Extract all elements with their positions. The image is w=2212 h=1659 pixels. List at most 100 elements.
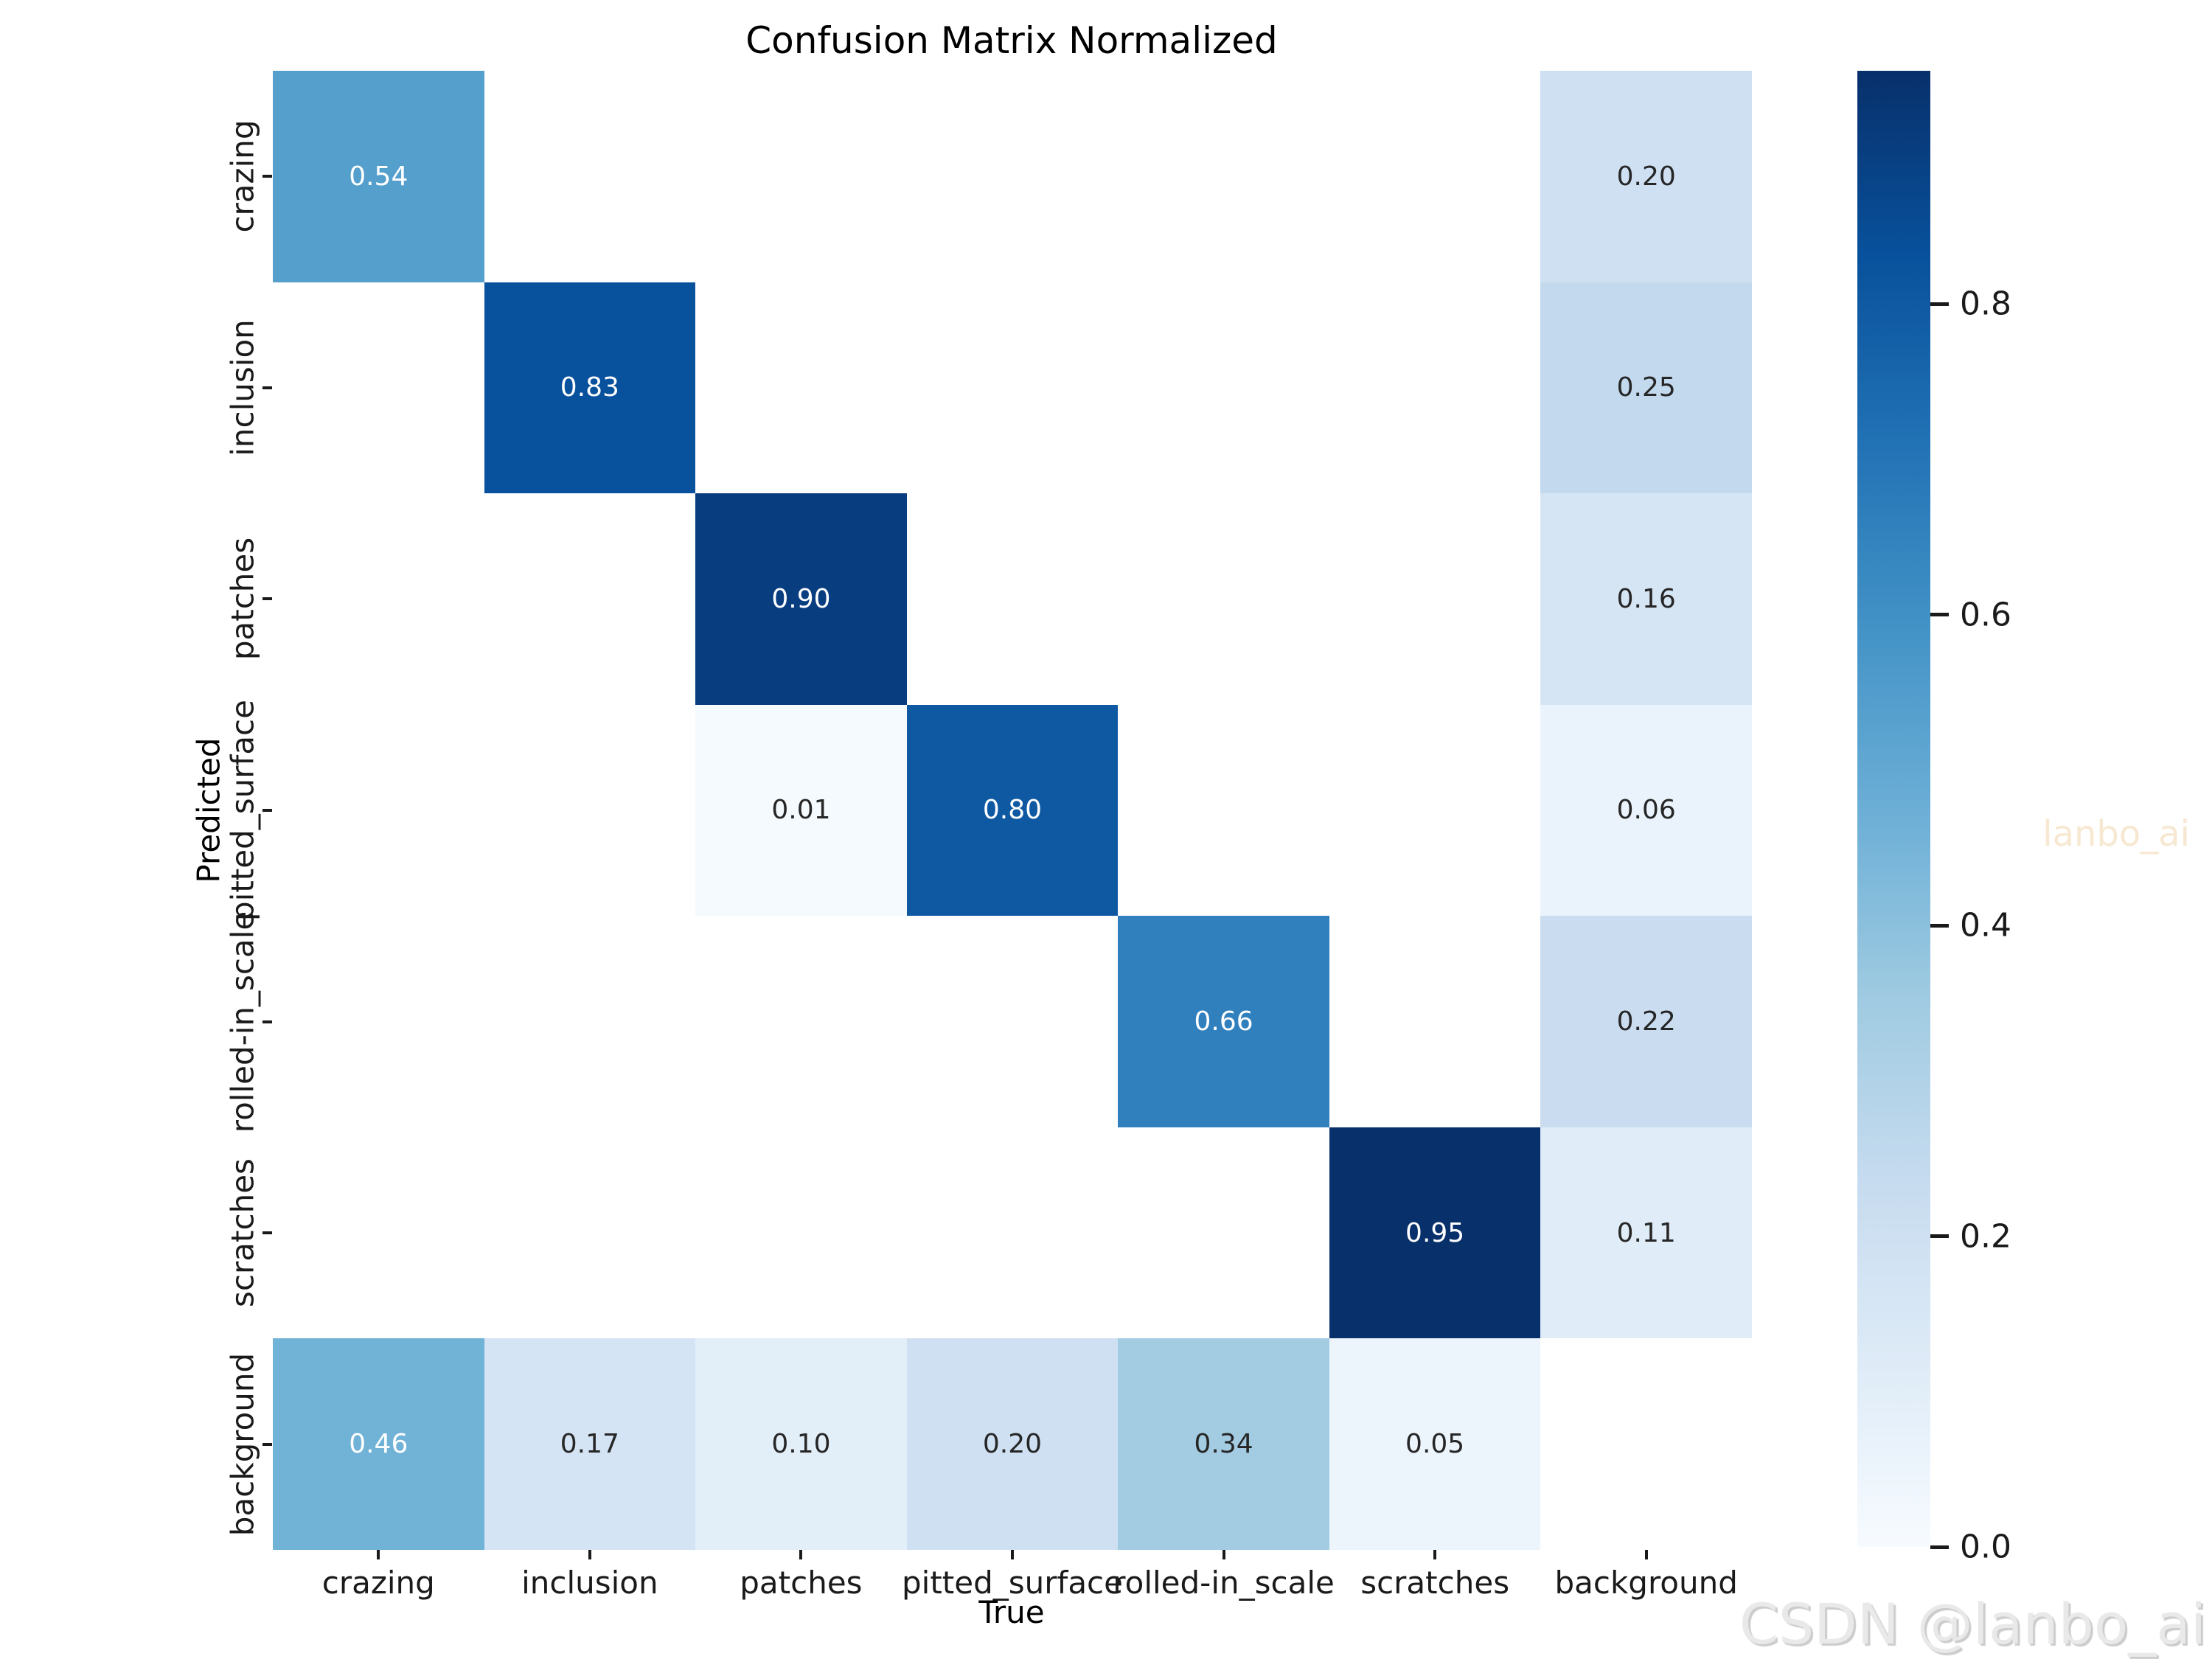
y-tick-mark [262, 175, 272, 178]
heatmap-cell [484, 493, 696, 705]
heatmap-cell: 0.22 [1540, 916, 1752, 1127]
x-tick-label: inclusion [521, 1565, 658, 1601]
colorbar [1857, 71, 1930, 1547]
heatmap-cell: 0.11 [1540, 1127, 1752, 1339]
colorbar-tick-label: 0.0 [1960, 1528, 2011, 1566]
heatmap-cell: 0.83 [484, 282, 696, 494]
heatmap-cell [484, 704, 696, 917]
heatmap-cell: 0.95 [1329, 1127, 1541, 1339]
heatmap-cell [695, 1127, 907, 1339]
cell-value: 0.01 [771, 795, 831, 826]
cell-value: 0.34 [1194, 1429, 1253, 1460]
heatmap-cell [906, 1127, 1119, 1339]
heatmap-cell [273, 493, 484, 705]
cell-value: 0.66 [1194, 1006, 1253, 1037]
y-tick-label: rolled-in_scale [224, 911, 261, 1133]
colorbar-tick-mark [1930, 302, 1949, 306]
x-tick-mark [588, 1550, 591, 1559]
heatmap-cell [695, 916, 907, 1127]
heatmap-cell: 0.34 [1118, 1338, 1329, 1550]
x-tick-mark [1644, 1550, 1648, 1559]
y-tick-label: crazing [224, 119, 261, 233]
y-tick-label: background [224, 1352, 261, 1536]
y-tick-mark [262, 1231, 272, 1235]
heatmap-cell [1118, 71, 1329, 282]
cell-value: 0.90 [771, 583, 831, 614]
heatmap-cell [906, 493, 1119, 705]
colorbar-tick-label: 0.8 [1960, 285, 2011, 323]
y-tick-mark [262, 386, 272, 389]
x-tick-label: rolled-in_scale [1113, 1565, 1335, 1601]
cell-value: 0.25 [1616, 372, 1676, 403]
heatmap-cell [1329, 704, 1541, 917]
heatmap-cell: 0.66 [1118, 916, 1329, 1127]
heatmap-cell [906, 71, 1119, 282]
cell-value: 0.22 [1616, 1006, 1676, 1037]
y-tick-label: patches [224, 538, 261, 661]
heatmap-cell [484, 916, 696, 1127]
x-tick-label: crazing [321, 1565, 435, 1601]
cell-value: 0.20 [1616, 161, 1676, 192]
heatmap-cell [1329, 71, 1541, 282]
y-tick-label: scratches [224, 1158, 261, 1308]
heatmap-cell [1329, 493, 1541, 705]
heatmap-cell: 0.05 [1329, 1338, 1541, 1550]
heatmap-cell: 0.17 [484, 1338, 696, 1550]
cell-value: 0.16 [1616, 583, 1676, 614]
heatmap-cell [273, 1127, 484, 1339]
heatmap-cell [484, 1127, 696, 1339]
heatmap-cell: 0.10 [695, 1338, 907, 1550]
x-tick-mark [377, 1550, 380, 1559]
heatmap-cell [906, 282, 1119, 494]
x-tick-mark [799, 1550, 803, 1559]
x-tick-label: pitted_surface [902, 1565, 1123, 1601]
heatmap-cell: 0.20 [1540, 71, 1752, 282]
heatmap-cell [273, 916, 484, 1127]
x-tick-mark [1433, 1550, 1437, 1559]
cell-value: 0.10 [771, 1429, 831, 1460]
heatmap-cell: 0.80 [906, 704, 1119, 917]
heatmap-cell [1118, 282, 1329, 494]
heatmap-grid: 0.54 0.20 0.83 0.25 0.90 0.16 0.01 0.80 0.06 0.66… [273, 71, 1752, 1550]
colorbar-tick-mark [1930, 613, 1949, 617]
heatmap-cell [1329, 916, 1541, 1127]
x-tick-mark [1011, 1550, 1014, 1559]
x-tick-label: scratches [1360, 1565, 1510, 1601]
heatmap-cell [1540, 1338, 1752, 1550]
heatmap-cell: 0.16 [1540, 493, 1752, 705]
cell-value: 0.80 [982, 795, 1043, 826]
colorbar-tick-mark [1930, 923, 1949, 928]
colorbar-tick-mark [1930, 1545, 1949, 1549]
y-tick-mark [262, 809, 272, 812]
cell-value: 0.05 [1405, 1429, 1465, 1460]
heatmap-cell [1118, 704, 1329, 917]
heatmap-cell: 0.46 [273, 1338, 484, 1550]
heatmap-cell [695, 282, 907, 494]
x-axis-label: True [978, 1594, 1045, 1630]
x-tick-label: background [1554, 1565, 1738, 1601]
colorbar-tick-label: 0.4 [1960, 906, 2011, 945]
x-tick-mark [1222, 1550, 1225, 1559]
heatmap-cell [1118, 1127, 1329, 1339]
heatmap-cell [273, 704, 484, 917]
colorbar-tick-label: 0.2 [1960, 1217, 2011, 1256]
heatmap-cell: 0.06 [1540, 704, 1752, 917]
watermark-csdn-text: CSDN @lanbo_ai [1739, 1591, 2206, 1657]
cell-value: 0.95 [1405, 1217, 1465, 1248]
cell-value: 0.17 [560, 1429, 619, 1460]
y-tick-mark [262, 1020, 272, 1023]
cell-value: 0.46 [349, 1429, 408, 1460]
heatmap-cell [484, 71, 696, 282]
y-tick-mark [262, 1442, 272, 1446]
y-tick-label: inclusion [224, 319, 261, 456]
heatmap-cell: 0.01 [695, 704, 907, 917]
heatmap-cell [695, 71, 907, 282]
y-tick-label: pitted_surface [224, 700, 261, 921]
y-axis-label: Predicted [190, 737, 227, 883]
cell-value: 0.83 [560, 372, 619, 403]
cell-value: 0.20 [982, 1429, 1043, 1460]
heatmap-cell: 0.90 [695, 493, 907, 705]
watermark-plot-text: lanbo_ai [2042, 813, 2190, 855]
colorbar-tick-mark [1930, 1234, 1949, 1239]
